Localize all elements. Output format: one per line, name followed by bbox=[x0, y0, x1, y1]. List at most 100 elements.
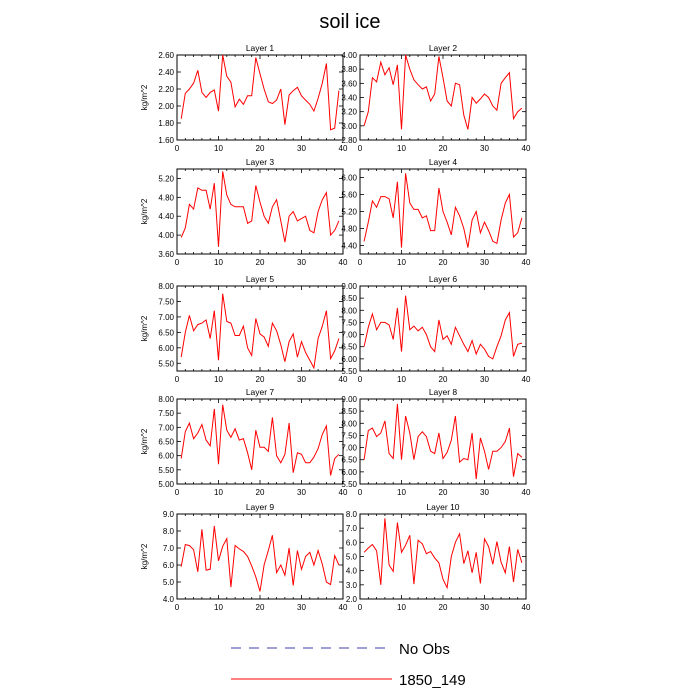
layer-7-x-tick-label: 10 bbox=[214, 488, 223, 497]
layer-7-y-axis-label: kg/m^2 bbox=[140, 428, 149, 454]
layer-3-x-tick-label: 20 bbox=[256, 258, 265, 267]
layer-1-y-tick-label: 1.80 bbox=[158, 119, 174, 128]
layer-6-y-tick-label: 7.00 bbox=[341, 331, 357, 340]
chart-panels: Layer 10 10 20 30 401.601.802.002.202.402.60… bbox=[140, 43, 531, 612]
layer-9-y-tick-label: 4.0 bbox=[163, 595, 175, 604]
layer-5-frame bbox=[176, 285, 344, 372]
layer-9-y-tick-label: 5.0 bbox=[163, 578, 175, 587]
layer-7-y-tick-label: 6.00 bbox=[158, 452, 174, 461]
layer-4-panel: Layer 4 0 10 20 30 40 4.40 4.80 5.20 5.60 6.00 bbox=[341, 157, 531, 267]
layer-10-title: Layer 10 bbox=[426, 502, 459, 512]
layer-6-y-tick-label: 7.50 bbox=[341, 318, 357, 327]
layer-4-series-line bbox=[363, 173, 523, 248]
layer-8-x-tick-label: 30 bbox=[480, 488, 489, 497]
layer-2-x-tick-label: 10 bbox=[397, 144, 406, 153]
layer-10-y-tick-label: 5.0 bbox=[346, 553, 358, 562]
layer-1-series-line bbox=[180, 54, 340, 131]
figure-title: soil ice bbox=[319, 11, 380, 33]
layer-2-y-tick-label: 3.80 bbox=[341, 65, 357, 74]
layer-5-y-axis-label: kg/m^2 bbox=[140, 315, 149, 341]
layer-10-x-tick-label: 0 bbox=[358, 603, 363, 612]
layer-1-x-tick-label: 0 bbox=[175, 144, 180, 153]
layer-4-x-tick-label: 0 bbox=[358, 258, 363, 267]
layer-6-y-tick-label: 6.00 bbox=[341, 355, 357, 364]
layer-2-y-tick-label: 3.40 bbox=[341, 94, 357, 103]
layer-9-title: Layer 9 bbox=[246, 502, 275, 512]
layer-5-y-tick-label: 6.50 bbox=[158, 328, 174, 337]
layer-5-y-tick-label: 5.50 bbox=[158, 359, 174, 368]
layer-8-title: Layer 8 bbox=[429, 387, 458, 397]
layer-1-y-axis-label: kg/m^2 bbox=[140, 84, 149, 110]
layer-1-y-tick-label: 2.20 bbox=[158, 85, 174, 94]
layer-5-series-line bbox=[180, 293, 340, 370]
layer-1-y-tick-label: 2.00 bbox=[158, 102, 174, 111]
layer-3-series-line bbox=[180, 171, 340, 247]
layer-10-y-tick-label: 7.0 bbox=[346, 524, 358, 533]
legend-no-obs-label: No Obs bbox=[399, 641, 450, 658]
layer-6-y-tick-label: 8.00 bbox=[341, 306, 357, 315]
layer-3-y-axis-label: kg/m^2 bbox=[140, 198, 149, 224]
layer-6-x-tick-label: 0 bbox=[358, 375, 363, 384]
layer-10-y-tick-label: 8.0 bbox=[346, 510, 358, 519]
layer-4-y-tick-label: 4.40 bbox=[341, 242, 357, 251]
layer-8-y-tick-label: 6.00 bbox=[341, 468, 357, 477]
layer-2-y-tick-label: 4.00 bbox=[341, 51, 357, 60]
layer-2-y-tick-label: 3.20 bbox=[341, 108, 357, 117]
layer-7-panel: Layer 7 0 10 20 30 40 5.00 5.50 6.00 6.50 7.00 7.50… bbox=[140, 387, 348, 497]
layer-1-y-tick-label: 2.40 bbox=[158, 68, 174, 77]
layer-8-y-tick-label: 8.50 bbox=[341, 407, 357, 416]
layer-3-y-tick-label: 3.60 bbox=[158, 250, 174, 259]
layer-8-frame bbox=[359, 398, 527, 485]
layer-5-title: Layer 5 bbox=[246, 274, 275, 284]
layer-7-y-tick-label: 5.00 bbox=[158, 480, 174, 489]
layer-2-y-tick-label: 3.00 bbox=[341, 122, 357, 131]
layer-9-y-tick-label: 7.0 bbox=[163, 544, 175, 553]
layer-7-x-tick-label: 40 bbox=[339, 488, 348, 497]
layer-5-x-tick-label: 20 bbox=[256, 375, 265, 384]
layer-4-y-tick-label: 5.20 bbox=[341, 208, 357, 217]
layer-7-y-tick-label: 7.00 bbox=[158, 423, 174, 432]
layer-9-x-tick-label: 30 bbox=[297, 603, 306, 612]
layer-10-y-tick-label: 2.0 bbox=[346, 595, 358, 604]
layer-9-y-tick-label: 8.0 bbox=[163, 527, 175, 536]
layer-7-x-tick-label: 0 bbox=[175, 488, 180, 497]
layer-6-y-tick-label: 5.50 bbox=[341, 367, 357, 376]
layer-2-series-line bbox=[363, 54, 523, 130]
layer-2-panel: Layer 20 10 20 30 402.803.003.203.403.603.80… bbox=[341, 43, 531, 153]
layer-3-title: Layer 3 bbox=[246, 157, 275, 167]
layer-2-x-tick-label: 0 bbox=[358, 144, 363, 153]
layer-2-y-tick-label: 2.80 bbox=[341, 136, 357, 145]
layer-7-series-line bbox=[180, 404, 340, 476]
layer-8-y-tick-label: 7.00 bbox=[341, 444, 357, 453]
layer-5-y-tick-label: 7.00 bbox=[158, 313, 174, 322]
layer-9-x-tick-label: 0 bbox=[175, 603, 180, 612]
layer-7-y-tick-label: 5.50 bbox=[158, 466, 174, 475]
layer-7-x-tick-label: 20 bbox=[256, 488, 265, 497]
layer-1-title: Layer 1 bbox=[246, 43, 275, 53]
layer-9-y-tick-label: 6.0 bbox=[163, 561, 175, 570]
layer-4-y-tick-label: 6.00 bbox=[341, 174, 357, 183]
layer-3-y-tick-label: 4.80 bbox=[158, 193, 174, 202]
layer-1-y-tick-label: 1.60 bbox=[158, 136, 174, 145]
layer-10-y-tick-label: 3.0 bbox=[346, 581, 358, 590]
layer-5-x-tick-label: 30 bbox=[297, 375, 306, 384]
layer-8-x-tick-label: 0 bbox=[358, 488, 363, 497]
layer-3-y-tick-label: 4.40 bbox=[158, 212, 174, 221]
legend: No Obs 1850_149 bbox=[231, 641, 466, 689]
layer-9-series-line bbox=[180, 525, 340, 592]
layer-9-y-tick-label: 9.0 bbox=[163, 510, 175, 519]
layer-6-frame bbox=[359, 285, 527, 372]
layer-9-frame bbox=[176, 513, 344, 600]
layer-4-x-tick-label: 20 bbox=[439, 258, 448, 267]
layer-1-x-tick-label: 10 bbox=[214, 144, 223, 153]
layer-8-y-tick-label: 5.50 bbox=[341, 480, 357, 489]
layer-5-panel: Layer 5 0 10 20 30 40 5.50 6.00 6.50 7.00 7.50 8.00… bbox=[140, 274, 348, 384]
layer-5-x-tick-label: 0 bbox=[175, 375, 180, 384]
layer-3-x-tick-label: 0 bbox=[175, 258, 180, 267]
layer-6-series-line bbox=[363, 295, 523, 360]
layer-1-x-tick-label: 40 bbox=[339, 144, 348, 153]
layer-1-x-tick-label: 20 bbox=[256, 144, 265, 153]
layer-8-y-tick-label: 6.50 bbox=[341, 456, 357, 465]
layer-8-y-tick-label: 7.50 bbox=[341, 431, 357, 440]
